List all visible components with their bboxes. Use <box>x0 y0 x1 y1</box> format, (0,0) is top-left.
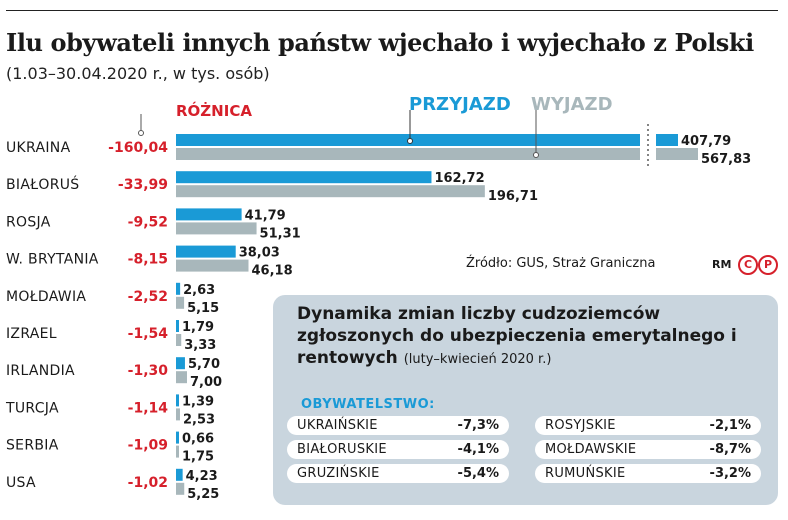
bar-departure <box>176 222 257 235</box>
bar-arrival <box>176 468 183 481</box>
difference-label: -33,99 <box>118 177 168 193</box>
bar-departure <box>176 296 185 309</box>
category-label: IRLANDIA <box>6 363 75 379</box>
source-note: Źródło: GUS, Straż Graniczna <box>466 256 656 271</box>
value-label: 2,63 <box>183 283 215 298</box>
item-value: -2,1% <box>709 418 751 433</box>
value-label: 162,72 <box>434 171 484 186</box>
bar-arrival <box>176 394 179 407</box>
bar-arrival <box>176 208 242 221</box>
bar-departure <box>176 408 180 421</box>
legend-difference-dot <box>138 130 144 136</box>
copyright-p-icon: P <box>758 255 778 275</box>
item-name: MOŁDAWSKIE <box>545 442 637 457</box>
info-panel: Dynamika zmian liczby cudzoziemców zgłos… <box>273 295 778 505</box>
credit: RM <box>712 258 732 271</box>
item-name: RUMUŃSKIE <box>545 466 626 481</box>
bar-departure <box>176 148 640 160</box>
value-label: 5,25 <box>187 487 219 502</box>
value-label: 41,79 <box>245 208 286 223</box>
panel-item: MOŁDAWSKIE -8,7% <box>535 440 761 459</box>
bar-arrival <box>176 282 181 295</box>
item-value: -3,2% <box>709 466 751 481</box>
bar-departure <box>176 482 185 495</box>
category-label: W. BRYTANIA <box>6 252 99 268</box>
bar-departure-continuation <box>656 148 698 160</box>
item-value: -4,1% <box>457 442 499 457</box>
panel-item: ROSYJSKIE -2,1% <box>535 416 761 435</box>
category-label: MOŁDAWIA <box>6 289 86 305</box>
panel-item: UKRAIŃSKIE -7,3% <box>287 416 509 435</box>
value-label: 51,31 <box>260 226 301 241</box>
category-label: IZRAEL <box>6 326 57 342</box>
category-label: UKRAINA <box>6 140 71 156</box>
panel-item: RUMUŃSKIE -3,2% <box>535 464 761 483</box>
panel-header: OBYWATELSTWO: <box>301 397 435 412</box>
value-label: 407,79 <box>681 134 731 149</box>
category-label: ROSJA <box>6 214 51 230</box>
bar-departure <box>176 259 249 272</box>
bar-departure <box>176 334 182 346</box>
bar-departure <box>176 371 187 384</box>
value-label: 1,75 <box>182 450 214 465</box>
bar-departure <box>176 445 179 458</box>
value-label: 4,23 <box>186 469 218 484</box>
item-value: -8,7% <box>709 442 751 457</box>
value-label: 7,00 <box>190 375 222 390</box>
item-value: -7,3% <box>457 418 499 433</box>
value-label: 3,33 <box>184 338 216 353</box>
difference-label: -1,30 <box>128 363 169 379</box>
bar-arrival <box>176 357 185 370</box>
category-label: USA <box>6 475 36 491</box>
difference-label: -160,04 <box>108 140 168 156</box>
bar-arrival <box>176 431 179 444</box>
panel-item: BIAŁORUSKIE -4,1% <box>287 440 509 459</box>
item-name: BIAŁORUSKIE <box>297 442 387 457</box>
item-name: GRUZIŃSKIE <box>297 466 380 481</box>
legend-difference: RÓŻNICA <box>176 102 252 120</box>
panel-title: Dynamika zmian liczby cudzoziemców zgłos… <box>297 303 767 371</box>
category-label: TURCJA <box>5 400 59 416</box>
legend-arrival: PRZYJAZD <box>409 94 511 115</box>
value-label: 567,83 <box>701 152 751 167</box>
value-label: 196,71 <box>488 189 538 204</box>
difference-label: -1,54 <box>128 326 169 342</box>
legend-departure: WYJAZD <box>531 94 613 115</box>
legend-departure-dot <box>533 152 539 158</box>
copyright-c-icon: C <box>738 255 758 275</box>
bar-arrival <box>176 171 432 184</box>
value-label: 1,39 <box>182 394 214 409</box>
difference-label: -1,14 <box>128 400 169 416</box>
difference-label: -1,09 <box>128 438 168 454</box>
difference-label: -8,15 <box>128 252 168 268</box>
value-label: 2,53 <box>183 412 215 427</box>
value-label: 5,15 <box>187 301 219 316</box>
bar-arrival <box>176 320 179 332</box>
category-label: SERBIA <box>6 438 59 454</box>
item-name: UKRAIŃSKIE <box>297 418 378 433</box>
value-label: 46,18 <box>252 264 293 279</box>
panel-item: GRUZIŃSKIE -5,4% <box>287 464 509 483</box>
difference-label: -1,02 <box>128 475 168 491</box>
difference-label: -9,52 <box>128 214 168 230</box>
bar-arrival-continuation <box>656 134 678 146</box>
value-label: 0,66 <box>182 432 214 447</box>
difference-label: -2,52 <box>128 289 168 305</box>
value-label: 1,79 <box>182 320 214 335</box>
chart-title: Ilu obywateli innych państw wjechało i w… <box>6 28 754 57</box>
value-label: 38,03 <box>239 246 280 261</box>
legend-arrival-dot <box>407 138 413 144</box>
category-label: BIAŁORUŚ <box>6 175 79 193</box>
top-rule <box>6 10 778 11</box>
item-name: ROSYJSKIE <box>545 418 616 433</box>
panel-subtitle: (luty–kwiecień 2020 r.) <box>403 352 552 367</box>
item-value: -5,4% <box>457 466 499 481</box>
bar-departure <box>176 185 485 198</box>
value-label: 5,70 <box>188 357 220 372</box>
panel-title-text: Dynamika zmian liczby cudzoziemców zgłos… <box>297 304 737 368</box>
bar-arrival <box>176 245 236 258</box>
chart-subtitle: (1.03–30.04.2020 r., w tys. osób) <box>6 64 270 83</box>
